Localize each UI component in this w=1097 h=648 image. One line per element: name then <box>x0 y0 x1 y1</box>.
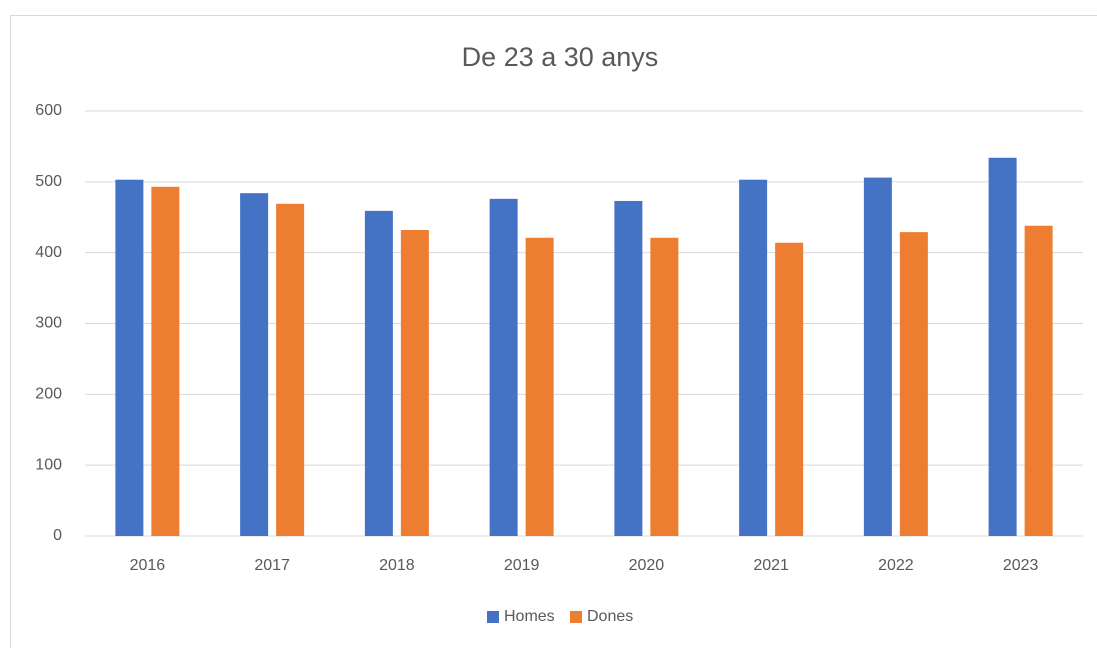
y-tick-label: 100 <box>35 456 62 473</box>
x-tick-label: 2020 <box>629 557 665 574</box>
x-tick-label: 2021 <box>753 557 789 574</box>
legend-swatch <box>487 611 499 623</box>
y-tick-label: 500 <box>35 173 62 190</box>
y-tick-label: 600 <box>35 102 62 119</box>
x-tick-label: 2019 <box>504 557 540 574</box>
y-tick-label: 200 <box>35 386 62 403</box>
bar <box>988 157 1017 536</box>
bar <box>863 177 892 537</box>
bar <box>151 186 180 536</box>
x-tick-label: 2023 <box>1003 557 1039 574</box>
bar <box>650 237 679 536</box>
bar <box>276 203 305 536</box>
legend-label: Homes <box>504 608 555 625</box>
bar <box>240 193 269 536</box>
bar <box>525 237 554 536</box>
bar <box>489 198 518 537</box>
bar <box>400 230 429 536</box>
legend-label: Dones <box>587 608 633 625</box>
bar <box>899 232 928 536</box>
bar <box>775 242 804 536</box>
bar <box>739 179 768 537</box>
y-tick-label: 0 <box>53 527 62 544</box>
legend-swatch <box>570 611 582 623</box>
bar <box>614 200 643 537</box>
x-tick-label: 2018 <box>379 557 415 574</box>
y-tick-label: 400 <box>35 244 62 261</box>
x-tick-label: 2016 <box>130 557 166 574</box>
x-tick-label: 2022 <box>878 557 914 574</box>
x-tick-label: 2017 <box>254 557 290 574</box>
chart-title: De 23 a 30 anys <box>462 42 659 72</box>
y-tick-label: 300 <box>35 315 62 332</box>
bar <box>115 179 144 537</box>
bar <box>364 210 393 536</box>
bar <box>1024 225 1053 536</box>
